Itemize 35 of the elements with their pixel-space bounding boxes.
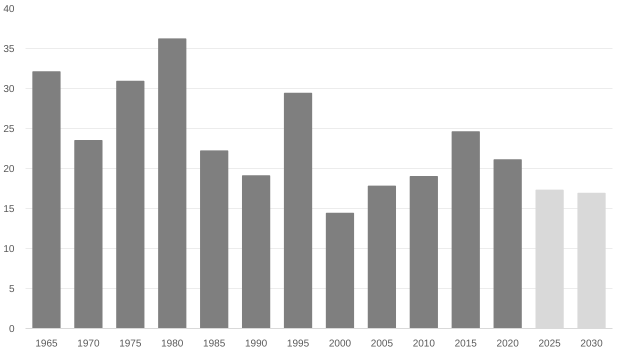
y-tick-label: 25 (3, 124, 15, 135)
y-tick-label: 40 (3, 4, 15, 15)
bar (284, 92, 312, 328)
x-tick-label: 2025 (538, 338, 562, 349)
x-tick-label: 1990 (244, 338, 268, 349)
bar (200, 150, 228, 328)
bar (242, 175, 270, 328)
bar (452, 131, 480, 328)
x-tick-label: 2020 (496, 338, 520, 349)
bar (326, 212, 354, 328)
x-tick-label: 1965 (35, 338, 58, 349)
x-tick-label: 1980 (161, 338, 184, 349)
bar (158, 38, 186, 328)
x-tick-label: 2000 (328, 338, 352, 349)
bar (368, 186, 396, 328)
y-tick-label: 15 (3, 204, 15, 215)
y-tick-label: 35 (3, 44, 15, 55)
y-tick-label: 0 (8, 324, 15, 335)
y-tick-label: 20 (3, 164, 15, 175)
y-tick-label: 5 (8, 284, 15, 295)
x-tick-label: 2030 (580, 338, 604, 349)
bar (410, 176, 438, 328)
x-tick-label: 1985 (203, 338, 226, 349)
y-tick-label: 10 (3, 244, 15, 255)
x-tick-label: 1995 (286, 338, 310, 349)
x-tick-label: 1970 (77, 338, 100, 349)
x-tick-label: 2005 (370, 338, 394, 349)
x-tick-label: 1975 (119, 338, 142, 349)
x-tick-label: 2015 (454, 338, 478, 349)
bar (494, 159, 522, 328)
bar (32, 71, 61, 328)
y-tick-label: 30 (3, 84, 15, 95)
bar (74, 140, 103, 328)
x-tick-label: 2010 (412, 338, 436, 349)
bar (116, 80, 144, 328)
